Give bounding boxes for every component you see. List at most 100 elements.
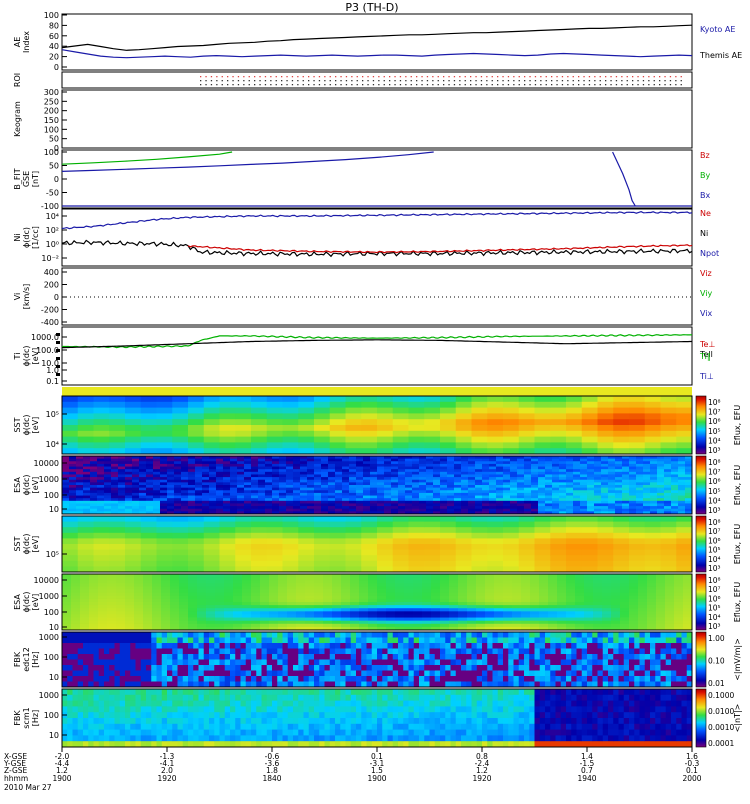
spectrogram-cell xyxy=(342,467,349,470)
spectrogram-cell xyxy=(472,544,488,550)
spectrogram-cell xyxy=(629,490,636,493)
spectrogram-cell xyxy=(69,459,76,462)
spectrogram-cell xyxy=(342,472,349,475)
colorbar-tick-label: 10⁷ xyxy=(708,585,721,594)
spectrogram-cell xyxy=(674,602,683,606)
spectrogram-cell xyxy=(224,574,233,578)
spectrogram-cell xyxy=(167,638,173,644)
spectrogram-cell xyxy=(62,590,71,594)
spectrogram-cell xyxy=(580,474,587,477)
spectrogram-cell xyxy=(393,413,409,419)
spectrogram-cell xyxy=(566,477,573,480)
spectrogram-cell xyxy=(104,509,111,512)
spectrogram-cell xyxy=(584,614,593,618)
spectrogram-cell xyxy=(141,408,157,414)
spectrogram-cell xyxy=(305,599,314,603)
spectrogram-cell xyxy=(602,580,611,584)
spectrogram-cell xyxy=(204,660,210,666)
spectrogram-cell xyxy=(125,501,132,504)
spectrogram-cell xyxy=(620,583,629,587)
spectrogram-cell xyxy=(593,618,602,622)
spectrogram-cell xyxy=(143,621,152,625)
spectrogram-cell xyxy=(323,599,332,603)
spectrogram-cell xyxy=(363,469,370,472)
spectrogram-cell xyxy=(220,419,236,425)
spectrogram-cell xyxy=(676,402,692,408)
spectrogram-cell xyxy=(535,448,551,454)
spectrogram-cell xyxy=(519,561,535,567)
spectrogram-cell xyxy=(216,503,223,506)
spectrogram-cell xyxy=(377,527,393,533)
colorbar-tick-label: 10⁷ xyxy=(708,408,721,417)
spectrogram-cell xyxy=(204,533,220,539)
spectrogram-cell xyxy=(461,469,468,472)
spectrogram-cell xyxy=(384,506,391,509)
spectrogram-cell xyxy=(204,396,220,402)
spectrogram-cell xyxy=(413,618,422,622)
spectrogram-cell xyxy=(251,437,267,443)
spectrogram-cell xyxy=(179,583,188,587)
spectrogram-cell xyxy=(94,437,110,443)
spectrogram-cell xyxy=(573,496,580,499)
roi-dot xyxy=(340,80,341,81)
spectrogram-cell xyxy=(503,561,519,567)
roi-dot xyxy=(643,80,644,81)
spectrogram-cell xyxy=(305,596,314,600)
spectrogram-cell xyxy=(188,538,204,544)
spectrogram-cell xyxy=(678,474,685,477)
spectrogram-cell xyxy=(172,654,178,660)
roi-dot xyxy=(330,80,331,81)
spectrogram-cell xyxy=(188,467,195,470)
spectrogram-cell xyxy=(494,605,503,609)
roi-dot xyxy=(589,84,590,85)
spectrogram-cell xyxy=(519,533,535,539)
spectrogram-cell xyxy=(237,503,244,506)
spectrogram-cell xyxy=(494,586,503,590)
spectrogram-cell xyxy=(431,596,440,600)
spectrogram-cell xyxy=(386,586,395,590)
spectrogram-cell xyxy=(197,605,206,609)
spectrogram-cell xyxy=(251,671,257,677)
roi-dot xyxy=(627,76,628,77)
spectrogram-cell xyxy=(188,488,195,491)
y-tick-label: 0 xyxy=(54,175,59,184)
spectrogram-cell xyxy=(395,577,404,581)
spectrogram-cell xyxy=(62,459,69,462)
spectrogram-cell xyxy=(224,596,233,600)
spectrogram-cell xyxy=(300,509,307,512)
spectrogram-cell xyxy=(251,474,258,477)
spectrogram-cell xyxy=(671,482,678,485)
spectrogram-cell xyxy=(456,402,472,408)
spectrogram-cell xyxy=(685,503,692,506)
spectrogram-cell xyxy=(433,469,440,472)
spectrogram-cell xyxy=(220,671,226,677)
spectrogram-cell xyxy=(76,469,83,472)
spectrogram-cell xyxy=(580,467,587,470)
spectrogram-cell xyxy=(224,621,233,625)
spectrogram-cell xyxy=(377,538,393,544)
roi-dot xyxy=(632,80,633,81)
roi-dot xyxy=(627,84,628,85)
spectrogram-cell xyxy=(104,665,110,671)
spectrogram-cell xyxy=(552,506,559,509)
spectrogram-cell xyxy=(405,485,412,488)
spectrogram-cell xyxy=(204,632,210,638)
roi-dot xyxy=(362,84,363,85)
spectrogram-cell xyxy=(422,621,431,625)
spectrogram-cell xyxy=(251,459,258,462)
spectrogram-cell xyxy=(503,408,519,414)
spectrogram-cell xyxy=(178,671,184,677)
spectrogram-cell xyxy=(482,461,489,464)
spectrogram-cell xyxy=(426,498,433,501)
spectrogram-cell xyxy=(90,480,97,483)
spectrogram-cell xyxy=(468,485,475,488)
spectrogram-cell xyxy=(179,593,188,597)
spectrogram-cell xyxy=(384,480,391,483)
spectrogram-cell xyxy=(674,621,683,625)
spectrogram-cell xyxy=(467,593,476,597)
spectrogram-cell xyxy=(664,464,671,467)
spectrogram-cell xyxy=(237,506,244,509)
spectrogram-cell xyxy=(267,561,283,567)
spectrogram-cell xyxy=(195,469,202,472)
